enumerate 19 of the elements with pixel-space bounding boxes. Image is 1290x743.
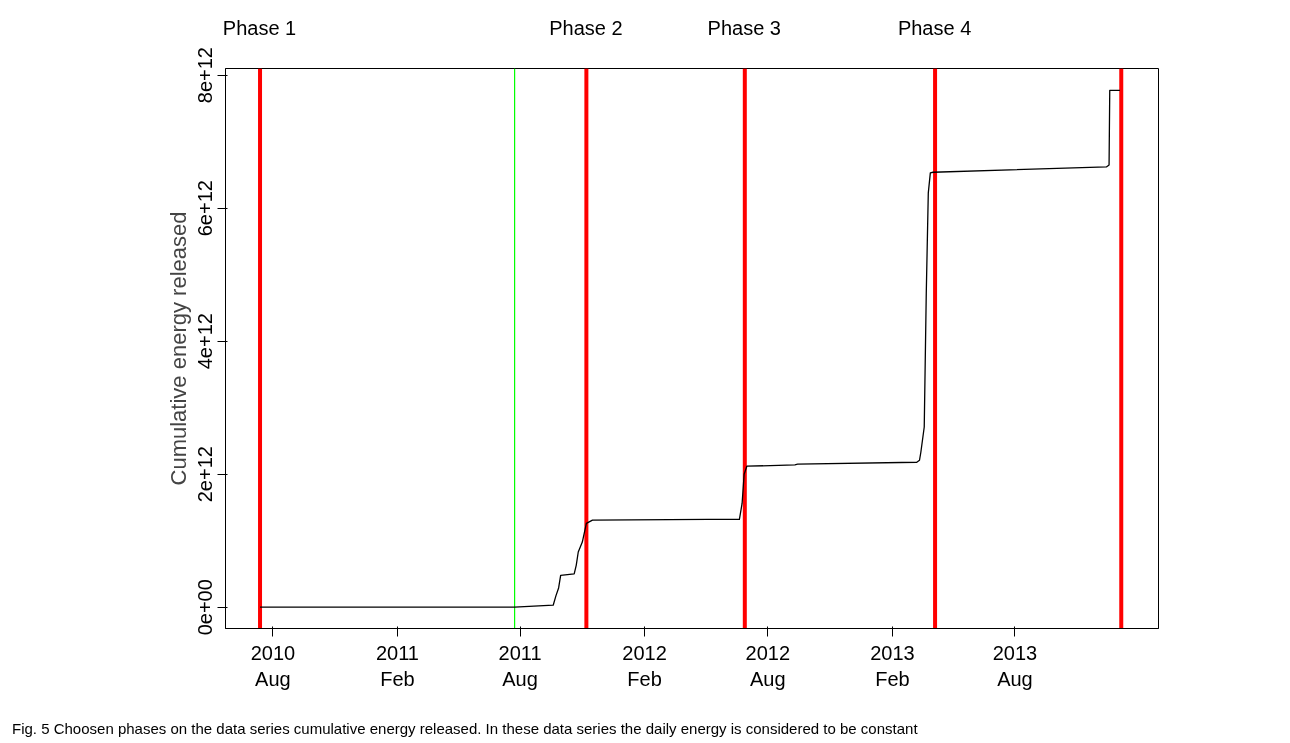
y-axis-title: Cumulative energy released bbox=[165, 211, 191, 486]
y-tick-label: 0e+00 bbox=[194, 579, 217, 636]
x-tick-label: 2013 Feb bbox=[870, 641, 915, 690]
line-series bbox=[259, 89, 1121, 608]
x-tick-label: 2010 Aug bbox=[250, 641, 296, 690]
y-tick-label: 8e+12 bbox=[194, 47, 217, 104]
ref-line-label: Phase 1 bbox=[222, 16, 297, 41]
y-tick-label: 4e+12 bbox=[194, 313, 217, 370]
x-tick-label: 2011 Feb bbox=[375, 641, 419, 690]
ref-line-label: Phase 4 bbox=[897, 16, 972, 41]
x-tick-label: 2013 Aug bbox=[992, 641, 1038, 690]
y-tick-label: 2e+12 bbox=[194, 446, 217, 503]
y-tick-label: 6e+12 bbox=[194, 180, 217, 237]
caption: Fig. 5 Choosen phases on the data series cumulative energy released. In these data series the daily energy is considered to be constant bbox=[11, 719, 918, 739]
x-tick-label: 2011 Aug bbox=[498, 641, 542, 690]
ref-line-label: Phase 3 bbox=[707, 16, 781, 41]
ref-line-label: Phase 2 bbox=[549, 16, 623, 41]
x-tick-label: 2012 Feb bbox=[622, 641, 667, 690]
x-tick-label: 2012 Aug bbox=[745, 641, 791, 690]
